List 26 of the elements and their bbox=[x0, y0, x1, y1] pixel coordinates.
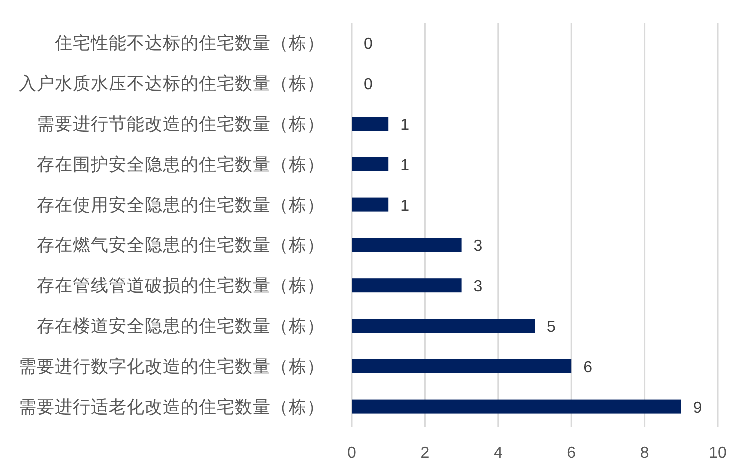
category-label: 需要进行数字化改造的住宅数量（栋） bbox=[19, 356, 325, 376]
tick-label: 8 bbox=[640, 445, 650, 462]
data-label: 6 bbox=[584, 359, 592, 376]
category-label: 存在管线管道破损的住宅数量（栋） bbox=[37, 276, 325, 296]
data-label: 0 bbox=[364, 36, 373, 54]
category-label: 入户水质水压不达标的住宅数量（栋） bbox=[19, 74, 325, 94]
tick-label: 0 bbox=[348, 445, 356, 462]
data-label: 3 bbox=[474, 278, 483, 296]
category-label: 需要进行节能改造的住宅数量（栋） bbox=[37, 114, 325, 134]
category-label: 存在楼道安全隐患的住宅数量（栋） bbox=[37, 316, 325, 336]
data-label: 1 bbox=[400, 198, 410, 215]
category-label: 存在使用安全隐患的住宅数量（栋） bbox=[37, 194, 325, 215]
tick-label: 2 bbox=[420, 445, 430, 462]
category-label: 需要进行适老化改造的住宅数量（栋） bbox=[19, 396, 325, 417]
data-label: 3 bbox=[474, 238, 483, 256]
data-label: 1 bbox=[400, 117, 410, 134]
data-label: 1 bbox=[400, 157, 410, 174]
category-label: 住宅性能不达标的住宅数量（栋） bbox=[55, 33, 325, 54]
tick-label: 4 bbox=[494, 445, 503, 462]
data-label: 9 bbox=[693, 400, 702, 417]
data-label: 0 bbox=[364, 76, 373, 94]
category-label: 存在围护安全隐患的住宅数量（栋） bbox=[37, 154, 325, 174]
tick-label: 10 bbox=[709, 445, 727, 462]
tick-label: 6 bbox=[567, 445, 576, 462]
data-label: 5 bbox=[547, 319, 556, 336]
category-label: 存在燃气安全隐患的住宅数量（栋） bbox=[37, 235, 325, 256]
